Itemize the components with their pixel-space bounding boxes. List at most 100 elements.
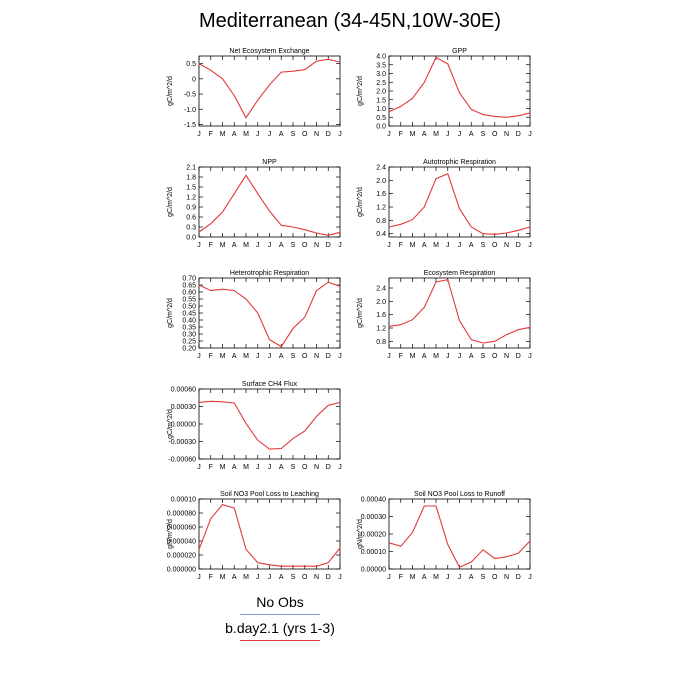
- y-axis-label: gC/m^2/d: [357, 298, 364, 328]
- x-tick-label: O: [492, 131, 498, 138]
- x-tick-label: J: [446, 353, 450, 360]
- x-tick-label: F: [399, 242, 403, 249]
- series-line: [198, 281, 341, 348]
- y-tick-label: 0.55: [182, 297, 196, 304]
- x-tick-label: J: [197, 242, 201, 249]
- y-tick-label: 2.4: [376, 286, 386, 293]
- x-tick-label: M: [220, 353, 226, 360]
- panel-1: Net Ecosystem Exchange -1.5 -1.0 -0.5 0 0.5 J F…: [167, 48, 342, 138]
- y-tick-label: 0.8: [376, 339, 386, 346]
- y-axis-label: gN/m^2/d: [357, 519, 364, 549]
- plot-frame: [388, 277, 531, 349]
- x-tick-label: M: [433, 574, 439, 581]
- x-tick-label: S: [481, 574, 486, 581]
- y-tick-label: 0.40: [182, 318, 196, 325]
- y-tick-label: 0.25: [182, 339, 196, 346]
- plot-frame: [198, 498, 341, 570]
- y-tick-label: 0: [192, 76, 196, 83]
- y-axis-label: gC/m^2/d: [357, 76, 364, 106]
- y-tick-label: 0.00060: [171, 387, 196, 394]
- x-tick-label: M: [433, 242, 439, 249]
- panel-8: Soil NO3 Pool Loss to Leaching 0.000000 0.…: [167, 491, 342, 581]
- x-tick-label: F: [399, 131, 403, 138]
- x-tick-label: A: [232, 131, 237, 138]
- x-tick-label: D: [326, 131, 331, 138]
- x-tick-label: M: [220, 242, 226, 249]
- y-tick-label: 1.6: [376, 312, 386, 319]
- x-tick-label: J: [458, 242, 462, 249]
- y-tick-label: -0.00060: [168, 457, 196, 464]
- y-tick-label: 1.5: [186, 185, 196, 192]
- plot-frame: [388, 166, 531, 238]
- y-axis-label: gN/m^2/d: [167, 519, 174, 549]
- x-tick-label: J: [446, 242, 450, 249]
- plot-frame: [198, 166, 341, 238]
- y-axis-label: gC/m^2/d: [357, 187, 364, 217]
- y-tick-label: 0.00010: [361, 549, 386, 556]
- y-tick-label: 1.6: [376, 191, 386, 198]
- x-tick-label: J: [528, 574, 532, 581]
- panel-title: Net Ecosystem Exchange: [229, 48, 309, 55]
- series-line: [198, 503, 341, 567]
- x-tick-label: J: [268, 464, 272, 471]
- x-tick-label: D: [516, 574, 521, 581]
- x-tick-label: S: [291, 131, 296, 138]
- x-tick-label: A: [232, 464, 237, 471]
- y-tick-label: 0.00030: [171, 404, 196, 411]
- y-tick-label: 0.6: [186, 215, 196, 222]
- x-tick-label: A: [279, 131, 284, 138]
- x-tick-label: O: [492, 353, 498, 360]
- y-tick-label: -0.00030: [168, 439, 196, 446]
- series-line: [388, 56, 531, 118]
- x-tick-label: J: [268, 242, 272, 249]
- y-axis-label: gC/m^2/d: [167, 187, 174, 217]
- y-tick-label: 0.3: [186, 225, 196, 232]
- x-tick-label: N: [314, 353, 319, 360]
- y-tick-label: 0.000000: [167, 567, 196, 574]
- x-tick-label: O: [302, 464, 308, 471]
- x-tick-label: N: [314, 464, 319, 471]
- y-tick-label: -0.5: [184, 92, 196, 99]
- x-tick-label: N: [504, 131, 509, 138]
- x-tick-label: J: [268, 131, 272, 138]
- panel-title: Autotrophic Respiration: [423, 159, 496, 166]
- y-tick-label: 0.00040: [361, 497, 386, 504]
- x-tick-label: M: [243, 353, 249, 360]
- x-tick-label: A: [469, 242, 474, 249]
- x-tick-label: J: [458, 353, 462, 360]
- y-tick-label: 0.30: [182, 332, 196, 339]
- y-axis-label: gC/m^2/d: [167, 76, 174, 106]
- x-tick-label: M: [220, 131, 226, 138]
- y-tick-label: 3.0: [376, 71, 386, 78]
- x-tick-label: J: [338, 353, 342, 360]
- x-tick-label: A: [279, 353, 284, 360]
- x-tick-label: J: [197, 353, 201, 360]
- y-tick-label: -1.5: [184, 122, 196, 129]
- y-tick-label: 1.0: [376, 106, 386, 113]
- y-tick-label: 0.00000: [171, 422, 196, 429]
- x-tick-label: J: [387, 353, 391, 360]
- x-tick-label: A: [422, 353, 427, 360]
- y-tick-label: 0.70: [182, 276, 196, 283]
- y-tick-label: 0.000020: [167, 553, 196, 560]
- y-tick-label: 1.2: [376, 326, 386, 333]
- x-tick-label: F: [399, 353, 403, 360]
- y-tick-label: 0.65: [182, 283, 196, 290]
- x-tick-label: D: [516, 353, 521, 360]
- y-tick-label: 0.35: [182, 325, 196, 332]
- x-tick-label: J: [256, 353, 260, 360]
- x-tick-label: N: [504, 353, 509, 360]
- x-tick-label: J: [528, 242, 532, 249]
- x-tick-label: J: [338, 242, 342, 249]
- y-tick-label: 0.50: [182, 304, 196, 311]
- y-tick-label: 0.0: [376, 124, 386, 131]
- series-line: [198, 400, 341, 450]
- y-tick-label: 2.5: [376, 80, 386, 87]
- series-line: [388, 505, 531, 569]
- x-tick-label: S: [291, 464, 296, 471]
- x-tick-label: A: [279, 242, 284, 249]
- x-tick-label: N: [504, 242, 509, 249]
- x-tick-label: O: [302, 574, 308, 581]
- y-tick-label: 0.00000: [361, 567, 386, 574]
- y-axis-label: gC/m^2/d: [167, 409, 174, 439]
